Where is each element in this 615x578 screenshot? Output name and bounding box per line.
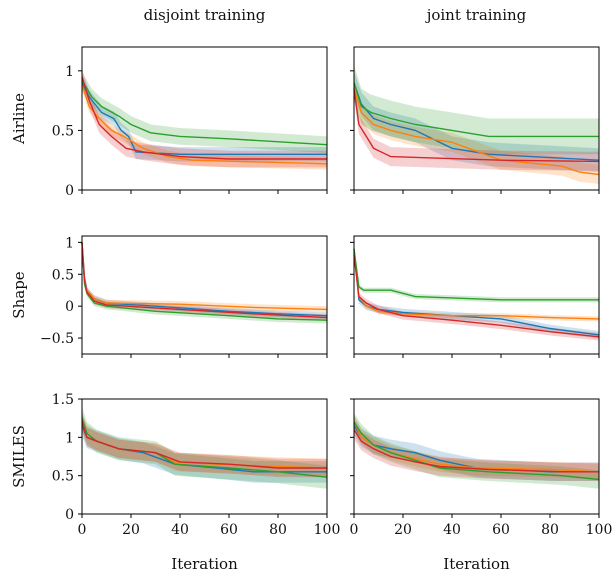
x-tick-label-joint-1: 20 <box>394 522 412 538</box>
y-tick-label-smiles-3: 1.5 <box>52 392 74 408</box>
line-airline-disjoint-series-2 <box>81 84 328 165</box>
x-tick-label-disjoint-3: 60 <box>220 522 238 538</box>
line-airline-joint-series-3 <box>353 82 599 138</box>
band-airline-joint-series-2 <box>354 79 599 184</box>
y-tick-label-airline-2: 1 <box>65 64 74 80</box>
x-tick-label-disjoint-4: 80 <box>269 522 287 538</box>
band-airline-joint-series-3 <box>354 64 599 155</box>
x-axis-title-disjoint: Iteration <box>171 555 238 573</box>
x-tick-label-joint-5: 100 <box>586 522 613 538</box>
band-smiles-joint-series-2 <box>354 414 599 480</box>
band-smiles-disjoint-series-2 <box>82 412 327 478</box>
y-tick-label-shape-3: 1 <box>65 235 74 251</box>
y-tick-label-shape-2: 0.5 <box>52 267 74 283</box>
band-smiles-joint-series-4 <box>354 420 599 481</box>
line-shape-disjoint-series-4 <box>81 242 328 319</box>
line-smiles-joint-series-3 <box>353 421 600 481</box>
line-airline-joint-series-4 <box>353 88 600 163</box>
band-airline-disjoint-series-4 <box>82 68 327 168</box>
x-tick-label-disjoint-2: 40 <box>171 522 189 538</box>
column-title-disjoint: disjoint training <box>144 6 266 24</box>
line-smiles-joint-series-2 <box>353 421 600 473</box>
x-tick-label-joint-4: 80 <box>541 522 559 538</box>
line-shape-joint-series-2 <box>353 251 600 320</box>
band-smiles-joint-series-1 <box>354 416 599 481</box>
line-airline-disjoint-series-4 <box>81 76 327 160</box>
line-smiles-joint-series-4 <box>353 429 599 473</box>
band-smiles-disjoint-series-3 <box>82 406 327 489</box>
axes-frame-airline-disjoint <box>81 46 328 191</box>
band-airline-disjoint-series-3 <box>82 72 327 154</box>
line-airline-disjoint-series-1 <box>81 82 327 156</box>
line-shape-disjoint-series-2 <box>81 242 328 311</box>
line-shape-joint-series-1 <box>353 248 600 336</box>
band-airline-joint-series-4 <box>354 79 599 171</box>
x-tick-label-joint-3: 60 <box>492 522 510 538</box>
axes-frame-airline-joint <box>353 46 600 191</box>
x-tick-label-disjoint-1: 20 <box>122 522 140 538</box>
line-smiles-disjoint-series-4 <box>81 421 327 469</box>
axes-frame-smiles-joint <box>353 398 600 515</box>
band-airline-disjoint-series-1 <box>82 75 327 162</box>
line-airline-disjoint-series-3 <box>81 80 328 146</box>
x-tick-label-joint-0: 0 <box>350 522 359 538</box>
y-tick-label-smiles-1: 0.5 <box>52 469 74 485</box>
x-tick-label-disjoint-0: 0 <box>78 522 87 538</box>
y-tick-label-smiles-2: 1 <box>65 430 74 446</box>
axes-frame-smiles-disjoint <box>81 398 328 515</box>
line-shape-joint-series-4 <box>353 255 600 338</box>
y-tick-label-airline-0: 0 <box>65 183 74 199</box>
x-tick-label-joint-2: 40 <box>443 522 461 538</box>
line-airline-joint-series-2 <box>353 88 600 176</box>
band-airline-joint-series-1 <box>354 70 599 173</box>
x-tick-label-disjoint-5: 100 <box>314 522 341 538</box>
y-tick-label-smiles-0: 0 <box>65 507 74 523</box>
band-airline-disjoint-series-2 <box>82 79 327 170</box>
row-label-airline: Airline <box>10 93 28 145</box>
row-label-shape: Shape <box>10 271 28 318</box>
y-tick-label-airline-1: 0.5 <box>52 123 74 139</box>
axes-frame-shape-disjoint <box>81 235 328 355</box>
band-shape-joint-series-1 <box>354 244 599 339</box>
band-shape-joint-series-4 <box>354 251 599 341</box>
axes-frame-shape-joint <box>353 235 600 355</box>
y-tick-label-shape-0: −0.5 <box>40 331 74 347</box>
y-tick-label-shape-1: 0 <box>65 299 74 315</box>
x-axis-title-joint: Iteration <box>443 555 510 573</box>
band-smiles-disjoint-series-4 <box>82 412 327 478</box>
band-shape-disjoint-series-2 <box>82 239 327 313</box>
line-shape-joint-series-3 <box>353 248 599 301</box>
column-title-joint: joint training <box>425 6 527 24</box>
band-shape-joint-series-3 <box>354 246 599 303</box>
row-label-smiles: SMILES <box>10 425 28 488</box>
